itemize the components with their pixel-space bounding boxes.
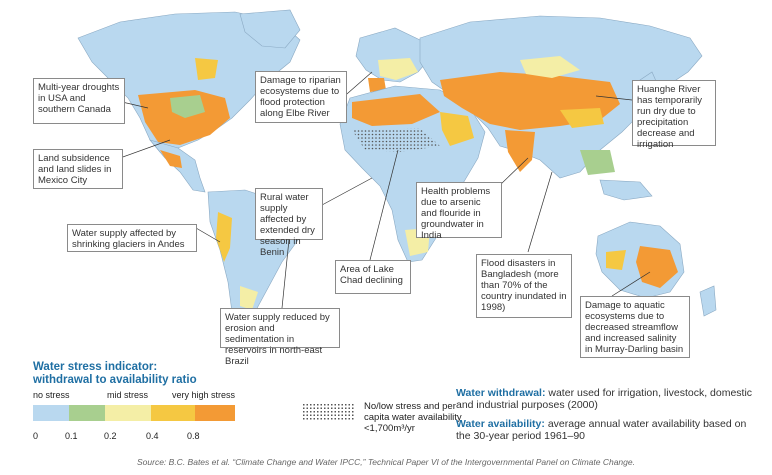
europe (355, 27, 433, 92)
legend-swatch-no-stress (33, 405, 69, 421)
callout-north-east-brazil: Water supply reduced by erosion and sedi… (220, 308, 340, 367)
callout-benin: Rural water supply affected by extended … (255, 188, 323, 258)
callout-murray-darling: Damage to aquatic ecosystems due to decr… (580, 296, 690, 358)
legend-mid-stress-label: mid stress (107, 390, 149, 400)
legend-tick: 0.1 (65, 431, 78, 441)
legend-hatch-swatch (302, 403, 354, 421)
legend-no-stress-label: no stress (33, 390, 70, 400)
source-citation: Source: B.C. Bates et al. “Climate Chang… (137, 457, 635, 467)
callout-india-arsenic: Health problems due to arsenic and flour… (416, 182, 502, 241)
definition-withdrawal-text: water used for irrigation, livestock, do… (456, 387, 753, 411)
asia (419, 15, 703, 201)
definition-water-availability: Water availability: average annual water… (456, 418, 761, 442)
callout-elbe-river: Damage to riparian ecosystems due to flo… (255, 71, 347, 123)
legend-tick: 0.2 (104, 431, 117, 441)
legend-title-line2: withdrawal to availability ratio (33, 374, 197, 386)
definition-water-withdrawal: Water withdrawal: water used for irrigat… (456, 387, 761, 411)
callout-bangladesh-floods: Flood disasters in Bangladesh (more than… (476, 254, 572, 318)
legend-title-line1: Water stress indicator: (33, 361, 158, 373)
legend-hatch-label: No/low stress and per capita water avail… (364, 401, 462, 434)
legend-swatch-low (69, 405, 105, 421)
legend-title: Water stress indicator: withdrawal to av… (33, 361, 197, 387)
australia (595, 221, 717, 317)
legend-tick: 0.4 (146, 431, 159, 441)
north-america (77, 9, 301, 193)
legend-very-high-stress-label: very high stress (172, 390, 236, 400)
legend-swatch-mid (105, 405, 151, 421)
callout-mexico-city: Land subsidence and land slides in Mexic… (33, 149, 123, 189)
callout-huanghe-river: Huanghe River has temporarily run dry du… (632, 80, 716, 150)
definition-availability-text: average annual water availability based … (456, 418, 747, 442)
legend-tick: 0.8 (187, 431, 200, 441)
callout-lake-chad: Area of Lake Chad declining (335, 260, 411, 294)
legend-swatch-very-high (195, 405, 235, 421)
callout-andes-glaciers: Water supply affected by shrinking glaci… (67, 224, 197, 252)
legend-swatch-high (151, 405, 195, 421)
callout-usa-drought: Multi-year droughts in USA and southern … (33, 78, 125, 124)
definition-withdrawal-term: Water withdrawal: (456, 387, 546, 399)
legend-tick: 0 (33, 431, 39, 441)
definition-availability-term: Water availability: (456, 418, 545, 430)
